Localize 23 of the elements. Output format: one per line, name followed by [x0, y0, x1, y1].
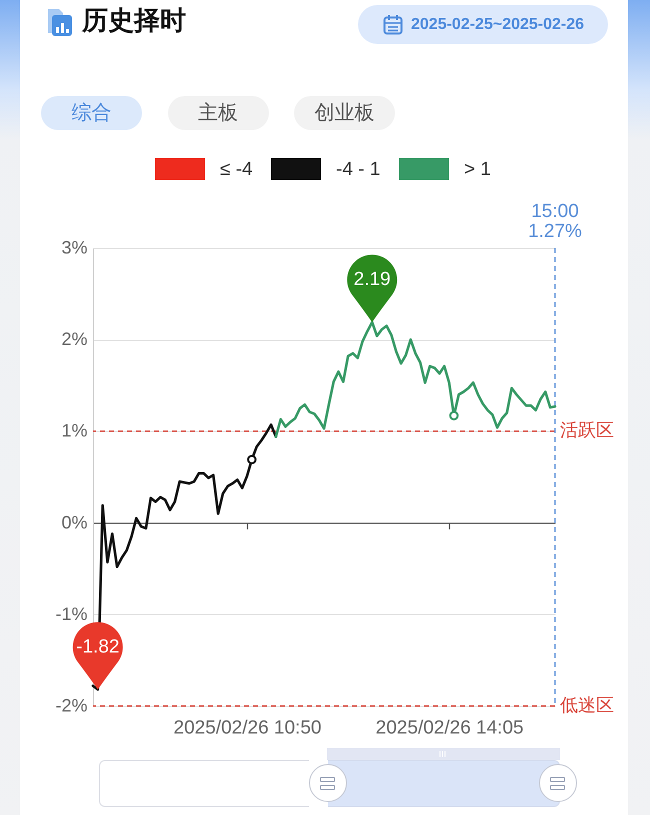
text: 1.27% [528, 221, 582, 242]
y-tick-label: -1% [55, 604, 88, 624]
line-series [274, 320, 556, 438]
x-tick-label: 2025/02/26 10:50 [174, 718, 322, 738]
ref-line-label: 低迷区 [560, 695, 614, 715]
annotation: 2.19 [354, 269, 391, 290]
y-tick-label: 0% [61, 512, 88, 532]
chart-subtitle: 2025-02-25~2025-02-26 [411, 15, 584, 35]
tab-button: 创业板 [294, 96, 395, 130]
x-tick-label: 2025/02/26 14:05 [376, 718, 524, 738]
legend-label: -4 - 1 [336, 159, 380, 180]
y-tick-label: 2% [61, 329, 88, 350]
y-tick-label: -2% [55, 696, 88, 716]
ref-line-label: 活跃区 [560, 420, 614, 440]
legend-label: ≤ -4 [220, 159, 254, 180]
legend-label: > 1 [464, 159, 491, 180]
tab-button: 主板 [168, 96, 268, 130]
tab-button: 综合 [41, 96, 142, 130]
annotation: -1.82 [76, 636, 120, 658]
y-tick-label: 1% [61, 420, 88, 441]
chart-title: 历史择时 [82, 4, 186, 37]
y-tick-label: 3% [61, 238, 88, 258]
text: 15:00 [531, 201, 579, 222]
